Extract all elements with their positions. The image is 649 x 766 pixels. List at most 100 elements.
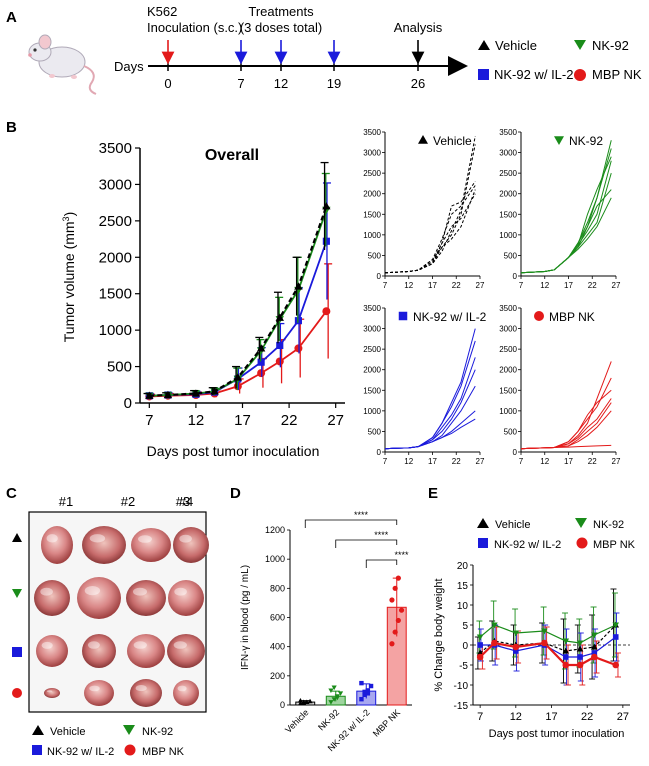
y-tick-label: 2500	[99, 213, 132, 230]
data-point	[612, 661, 620, 669]
row-nk92-marker-icon	[12, 589, 22, 598]
y-tick-label: 1000	[265, 554, 285, 564]
legend-e-vehicle-icon	[477, 518, 489, 528]
day-label-26: 26	[411, 76, 425, 91]
panel-e: E Vehicle NK-92 NK-92 w/ IL-2 MBP NK -15…	[428, 485, 636, 740]
y-tick-label: 1000	[499, 231, 517, 240]
data-point	[359, 696, 364, 702]
tumor-sample	[173, 527, 209, 563]
data-point	[210, 387, 219, 395]
tumor-highlight	[173, 641, 187, 649]
tumor-highlight	[46, 534, 58, 543]
data-point	[395, 617, 401, 624]
individual-line	[520, 377, 612, 450]
data-point	[512, 630, 520, 637]
treatment-label-1: Treatments	[248, 4, 314, 19]
individual-line	[384, 340, 476, 450]
tumor-sample	[34, 580, 70, 616]
y-tick-label: 2500	[499, 169, 517, 178]
row-vehicle-marker-icon	[12, 533, 22, 542]
y-tick-label: 0	[377, 448, 382, 457]
tumor-sample	[41, 526, 73, 564]
y-tick-label: 3000	[363, 149, 381, 158]
legend-vehicle: Vehicle	[495, 38, 537, 53]
significance-label: ****	[374, 530, 389, 540]
legend-bottom: Vehicle NK-92 NK-92 w/ IL-2 MBP NK	[32, 725, 185, 758]
x-tick-label: 17	[234, 412, 251, 429]
tumor-photo-content	[34, 526, 209, 707]
y-tick-label: 1500	[363, 210, 381, 219]
y-tick-label: -10	[454, 681, 469, 692]
y-axis-label-main: Tumor volume (mm	[61, 221, 77, 342]
data-point	[476, 634, 484, 641]
data-point	[591, 632, 598, 639]
y-tick-label: 1000	[99, 322, 132, 339]
data-point	[577, 654, 583, 660]
x-tick-label: 7	[383, 281, 388, 290]
y-tick-label: 1500	[499, 386, 517, 395]
y-tick-label: 2500	[363, 169, 381, 178]
data-point	[307, 698, 313, 704]
x-tick-label: 12	[404, 281, 413, 290]
y-tick-label: 0	[513, 448, 518, 457]
treatment-label-2: (3 doses total)	[240, 20, 322, 35]
data-point	[392, 629, 398, 635]
data-point	[256, 344, 266, 352]
x-tick-label: 22	[452, 281, 461, 290]
data-point	[362, 692, 367, 698]
individual-line	[384, 185, 476, 274]
day-label-12: 12	[274, 76, 288, 91]
data-point	[562, 647, 570, 654]
legend-top: Vehicle NK-92 NK-92 w/ IL-2 MBP NK	[478, 38, 642, 82]
tumor-highlight	[135, 685, 147, 692]
y-tick-label: 200	[270, 671, 285, 681]
data-point	[328, 688, 334, 694]
tumor-sample	[167, 634, 205, 668]
data-point	[576, 645, 584, 652]
y-tick-label: 500	[504, 427, 518, 436]
legend-nk92il2-icon	[32, 745, 42, 755]
data-point	[297, 698, 304, 703]
tumor-highlight	[133, 587, 147, 596]
legend-e-mbp-icon	[576, 537, 588, 549]
individual-line	[520, 197, 612, 274]
significance-label: ****	[394, 550, 409, 560]
legend-e-nk92: NK-92	[593, 519, 624, 531]
data-point	[541, 639, 548, 647]
y-tick-label: 3000	[499, 149, 517, 158]
data-point	[513, 648, 519, 654]
data-point	[301, 699, 307, 705]
tumor-sample	[131, 528, 171, 562]
x-tick-label: 27	[617, 711, 629, 723]
x-tick-label: 22	[452, 457, 461, 466]
tumor-highlight	[41, 641, 53, 649]
day-label-0: 0	[164, 76, 171, 91]
individual-line	[520, 444, 612, 450]
y-tick-label: 1500	[363, 386, 381, 395]
data-point	[322, 307, 331, 316]
x-tick-label: 12	[404, 457, 413, 466]
x-tick-label: 17	[564, 457, 573, 466]
legend-e-nk92il2: NK-92 w/ IL-2	[494, 539, 561, 551]
y-tick-label: 500	[504, 251, 518, 260]
y-tick-label: 0	[377, 272, 382, 281]
x-tick-label: 12	[540, 457, 549, 466]
legend-marker	[534, 311, 544, 321]
x-tick-label: 17	[564, 281, 573, 290]
tumor-highlight	[87, 641, 100, 649]
tumor-sample	[173, 680, 199, 706]
x-tick-label: 7	[477, 711, 483, 723]
y-tick-label: 5	[462, 621, 468, 632]
individual-nk92il2-chart: 0 500 1000 1500 2000 2500 3000 3500 7 12 17 22 27 NK-…	[363, 304, 486, 466]
panel-label-c: C	[6, 485, 17, 502]
y-tick-label: 1000	[363, 407, 381, 416]
overall-chart: 0 500 1000 1500 2000 2500 3000 3500 7 12 17 22 27 Ove…	[61, 140, 345, 459]
y-tick-label: 2000	[499, 190, 517, 199]
tumor-highlight	[84, 586, 101, 596]
data-point	[389, 597, 395, 603]
data-point	[491, 622, 498, 629]
days-label: Days	[114, 59, 144, 74]
legend-e-vehicle: Vehicle	[495, 519, 530, 531]
data-point	[576, 640, 584, 647]
data-point	[331, 697, 337, 702]
